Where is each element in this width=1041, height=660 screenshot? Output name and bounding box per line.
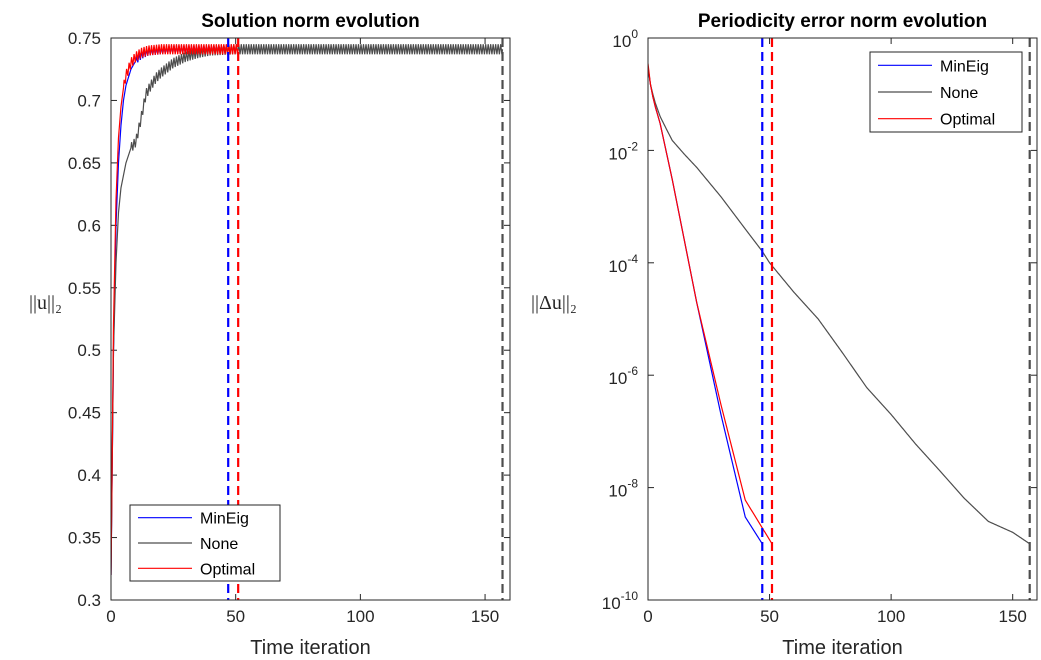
y-tick-label: 0.45 (68, 404, 101, 423)
legend-label: MinEig (940, 58, 989, 75)
legend-label: Optimal (940, 112, 995, 129)
y-tick-label: 0.75 (68, 29, 101, 48)
y-tick-exponent: -8 (627, 477, 638, 491)
y-tick-exponent: -6 (627, 364, 638, 378)
x-tick-label: 0 (643, 607, 652, 626)
y-tick-label: 0.55 (68, 279, 101, 298)
x-tick-label: 150 (471, 607, 499, 626)
y-tick-label: 0.3 (77, 591, 101, 610)
y-tick-exponent: -2 (627, 139, 638, 153)
x-tick-label: 150 (999, 607, 1027, 626)
axes-box (647, 37, 1038, 601)
x-tick-label: 100 (346, 607, 374, 626)
x-tick-label: 100 (877, 607, 905, 626)
y-tick-label: 0.7 (77, 91, 101, 110)
y-axis-label: ||Δu||₂ (531, 292, 577, 314)
y-tick-exponent: -4 (627, 252, 638, 266)
y-tick-label: 0.6 (77, 216, 101, 235)
series-line-none (111, 44, 504, 576)
y-tick-label: 0.4 (77, 466, 101, 485)
y-tick-base: 10 (608, 144, 627, 163)
legend-label: None (200, 536, 238, 553)
chart-title: Periodicity error norm evolution (698, 11, 987, 32)
chart-title: Solution norm evolution (201, 11, 419, 32)
y-tick-label: 0.65 (68, 154, 101, 173)
series-line-none (648, 67, 1031, 545)
x-tick-label: 50 (760, 607, 779, 626)
y-tick-base: 10 (608, 257, 627, 276)
y-tick-label: 10-4 (608, 252, 638, 276)
y-tick-exponent: 0 (631, 27, 638, 41)
series-group (648, 63, 1031, 545)
y-tick-exponent: -10 (621, 589, 639, 603)
y-tick-label: 10-8 (608, 477, 638, 501)
y-tick-label: 0.35 (68, 529, 101, 548)
y-tick-label: 10-6 (608, 364, 638, 388)
x-axis-label: Time iteration (782, 637, 902, 659)
legend: MinEig None Optimal (869, 51, 1023, 133)
axes-box (110, 37, 511, 601)
legend-label: MinEig (200, 511, 249, 528)
y-axis-label: ||u||₂ (29, 292, 62, 314)
y-tick-base: 10 (612, 32, 631, 51)
x-tick-label: 0 (106, 607, 115, 626)
series-line-optimal (648, 63, 773, 545)
legend-label: None (940, 85, 978, 102)
y-tick-base: 10 (602, 594, 621, 613)
y-tick-base: 10 (608, 482, 627, 501)
legend-label: Optimal (200, 561, 255, 578)
y-tick-label: 100 (612, 27, 638, 51)
x-axis-label: Time iteration (250, 637, 370, 659)
y-tick-label: 10-10 (602, 589, 639, 613)
y-tick-base: 10 (608, 369, 627, 388)
series-line-optimal (111, 44, 239, 576)
legend: MinEig None Optimal (129, 504, 281, 582)
y-tick-label: 0.5 (77, 341, 101, 360)
chart-1: Solution norm evolution 0 50 100 150 0.3 0.35 0… (29, 11, 511, 659)
x-tick-label: 50 (226, 607, 245, 626)
y-tick-label: 10-2 (608, 139, 638, 163)
series-group (111, 44, 504, 576)
